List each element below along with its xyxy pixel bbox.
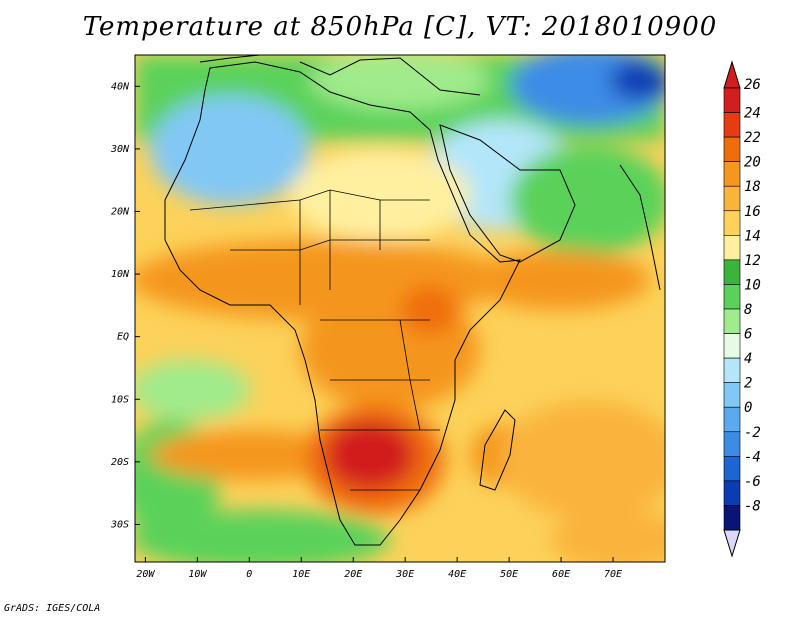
colorbar-swatch bbox=[723, 505, 741, 531]
india-coastline bbox=[619, 164, 661, 291]
colorbar-top-arrow bbox=[723, 60, 741, 89]
lon-tick-label: 30E bbox=[395, 569, 414, 580]
lat-tick-label: 30N bbox=[110, 144, 130, 155]
colorbar-label: 10 bbox=[744, 277, 761, 293]
colorbar-label: -8 bbox=[744, 498, 761, 514]
arabia-coastline bbox=[439, 124, 576, 263]
colorbar-label: 2 bbox=[744, 376, 752, 392]
colorbar-label: 12 bbox=[744, 253, 761, 269]
lon-tick-label: 20W bbox=[136, 569, 155, 580]
lon-tick-label: 60E bbox=[552, 569, 570, 580]
colorbar-swatch bbox=[723, 235, 741, 261]
colorbar-swatch bbox=[723, 406, 741, 433]
colorbar-label: 16 bbox=[744, 204, 761, 220]
colorbar-label: 26 bbox=[744, 77, 761, 93]
colorbar-swatch bbox=[723, 284, 741, 310]
colorbar-label: 22 bbox=[744, 130, 761, 146]
credit-text: GrADS: IGES/COLA bbox=[4, 603, 101, 614]
colorbar-swatch bbox=[723, 161, 741, 187]
lon-tick-label: 20E bbox=[344, 569, 362, 580]
lon-tick-label: 0 bbox=[246, 569, 252, 580]
colorbar-swatch bbox=[723, 333, 741, 359]
colorbar-label: 8 bbox=[744, 302, 752, 318]
country-borders bbox=[189, 189, 440, 491]
colorbar-swatch bbox=[723, 382, 741, 408]
latitude-axis: 40N 30N 20N 10N EQ 10S 20S 30S bbox=[110, 81, 140, 530]
colorbar-label: -4 bbox=[744, 449, 761, 465]
colorbar-swatch bbox=[723, 480, 741, 506]
temperature-field bbox=[135, 55, 665, 562]
lon-tick-label: 10W bbox=[188, 569, 207, 580]
coastlines bbox=[164, 55, 661, 546]
lat-tick-label: EQ bbox=[117, 332, 129, 343]
map-title: Temperature at 850hPa [C], VT: 201801090… bbox=[82, 12, 718, 42]
longitude-axis: 20W 10W 0 10E 20E 30E 40E 50E 60E 70E bbox=[136, 557, 622, 580]
colorbar-label: 20 bbox=[744, 155, 761, 171]
colorbar-label: 6 bbox=[744, 327, 752, 343]
colorbar-swatch bbox=[723, 87, 741, 113]
map-frame bbox=[134, 54, 666, 563]
colorbar-label: -2 bbox=[744, 425, 761, 441]
lon-tick-label: 40E bbox=[448, 569, 466, 580]
colorbar-swatch bbox=[723, 456, 741, 482]
lat-tick-label: 10N bbox=[111, 269, 130, 280]
colorbar-label: 18 bbox=[744, 179, 761, 195]
colorbar-swatch bbox=[723, 136, 741, 162]
lon-tick-label: 10E bbox=[292, 569, 310, 580]
lat-tick-label: 10S bbox=[111, 394, 129, 405]
madagascar-coastline bbox=[479, 409, 516, 491]
lon-tick-label: 70E bbox=[604, 569, 622, 580]
colorbar-label: 0 bbox=[744, 400, 752, 416]
colorbar-label: 4 bbox=[744, 351, 752, 367]
colorbar-swatch bbox=[723, 259, 741, 285]
africa-coastline bbox=[164, 61, 521, 546]
lat-tick-label: 30S bbox=[110, 519, 129, 530]
colorbar-bottom-arrow bbox=[723, 529, 741, 558]
colorbar-swatch bbox=[723, 210, 741, 236]
europe-coastline bbox=[199, 55, 481, 96]
colorbar-swatch bbox=[723, 112, 741, 138]
colorbar-swatch bbox=[723, 431, 741, 457]
colorbar-swatch bbox=[723, 185, 741, 212]
colorbar-swatch bbox=[723, 308, 741, 334]
colorbar-swatch bbox=[723, 357, 741, 383]
lon-tick-label: 50E bbox=[500, 569, 518, 580]
lat-tick-label: 40N bbox=[111, 81, 130, 92]
colorbar-label: -6 bbox=[744, 474, 761, 490]
lat-tick-label: 20S bbox=[111, 457, 129, 468]
colorbar-label: 24 bbox=[744, 106, 761, 122]
colorbar-label: 14 bbox=[744, 228, 761, 244]
lat-tick-label: 20N bbox=[111, 206, 130, 217]
